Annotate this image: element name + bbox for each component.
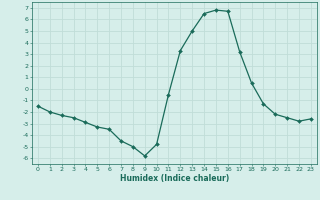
X-axis label: Humidex (Indice chaleur): Humidex (Indice chaleur) [120, 174, 229, 183]
